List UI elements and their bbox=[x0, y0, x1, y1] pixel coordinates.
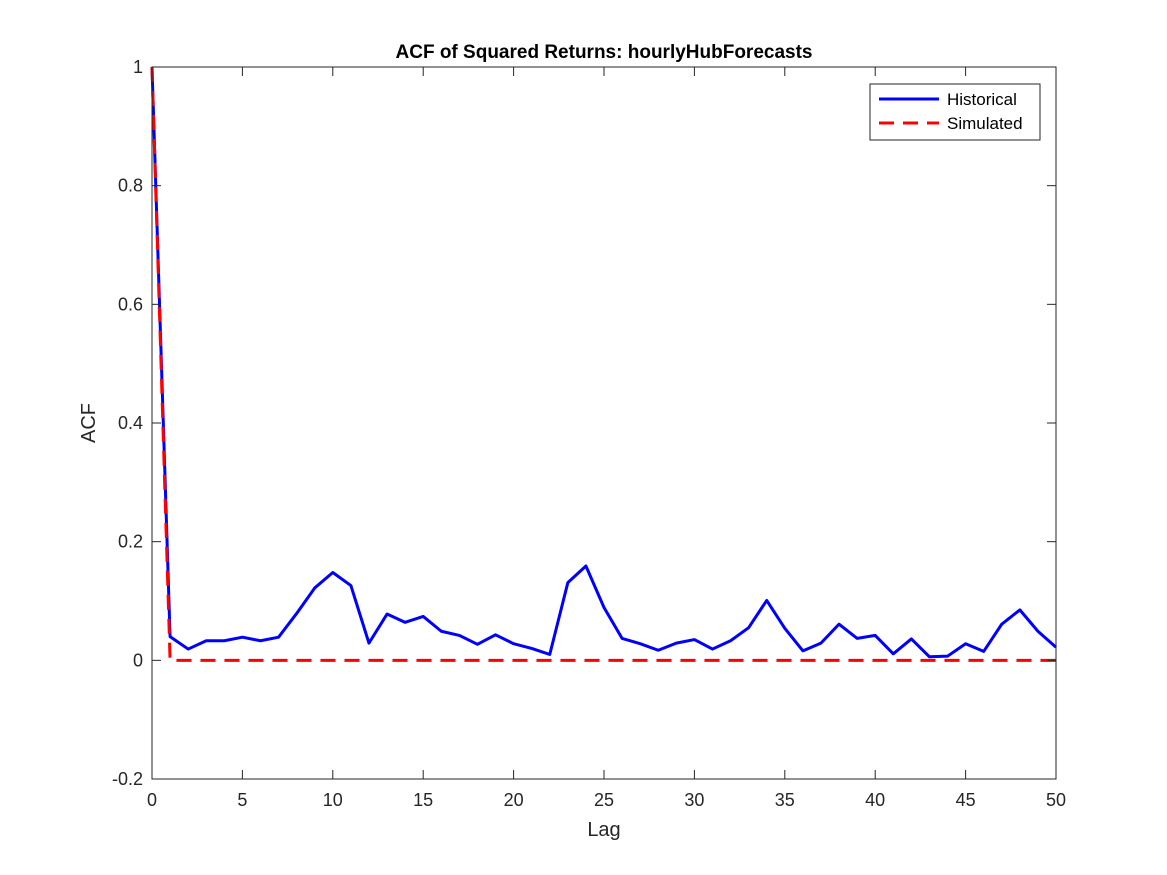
x-axis-label: Lag bbox=[587, 819, 620, 841]
legend-label-simulated: Simulated bbox=[947, 114, 1023, 133]
x-tick-label: 50 bbox=[1046, 790, 1066, 810]
x-tick-label: 0 bbox=[147, 790, 157, 810]
x-tick-label: 25 bbox=[594, 790, 614, 810]
axis-ticks: 0 5 10 15 20 25 30 35 40 45 50-0.200.20.40.60.81 bbox=[112, 57, 1066, 810]
y-tick-label: 1 bbox=[133, 57, 143, 77]
series-line-simulated bbox=[150, 66, 1056, 662]
plot-background bbox=[152, 67, 1056, 779]
x-tick-label: 45 bbox=[956, 790, 976, 810]
legend: Historical Simulated bbox=[869, 83, 1041, 141]
y-axis-label: ACF bbox=[78, 403, 100, 443]
y-tick-label: 0.2 bbox=[118, 532, 143, 552]
x-tick-label: 35 bbox=[775, 790, 795, 810]
y-tick-label: 0.6 bbox=[118, 294, 143, 314]
x-tick-label: 10 bbox=[323, 790, 343, 810]
series-line-historical bbox=[150, 66, 1057, 659]
legend-box bbox=[869, 83, 1041, 141]
y-tick-label: 0.8 bbox=[118, 176, 143, 196]
x-tick-label: 30 bbox=[684, 790, 704, 810]
legend-label-historical: Historical bbox=[947, 90, 1017, 109]
y-tick-label: 0 bbox=[133, 650, 143, 670]
x-tick-label: 15 bbox=[413, 790, 433, 810]
x-tick-label: 40 bbox=[865, 790, 885, 810]
y-tick-label: 0.4 bbox=[118, 413, 143, 433]
x-tick-label: 5 bbox=[237, 790, 247, 810]
y-tick-label: -0.2 bbox=[112, 769, 143, 789]
plot-area bbox=[150, 66, 1057, 780]
chart-title: ACF of Squared Returns: hourlyHubForecas… bbox=[396, 42, 813, 63]
x-tick-label: 20 bbox=[504, 790, 524, 810]
